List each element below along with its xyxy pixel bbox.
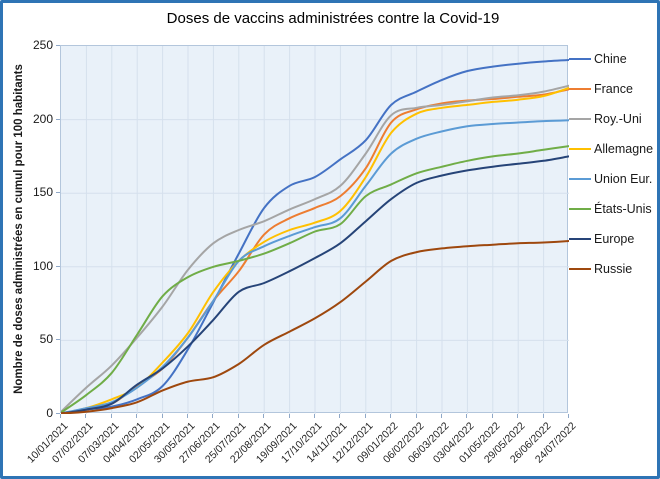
y-tick-mark	[56, 192, 60, 194]
x-tick-mark	[288, 414, 290, 418]
legend-label: France	[594, 82, 633, 96]
legend-swatch-europe	[569, 238, 591, 240]
legend-label: Allemagne	[594, 142, 654, 156]
x-tick-mark	[314, 414, 315, 418]
x-tick-mark	[339, 414, 341, 418]
y-tick-mark	[56, 339, 60, 341]
plot-canvas	[61, 46, 569, 414]
legend-swatch-chine	[569, 58, 591, 60]
legend-item-allemagne: Allemagne	[569, 134, 657, 164]
x-tick-mark	[187, 414, 188, 418]
legend-item-france: France	[569, 74, 657, 104]
x-tick-mark	[364, 414, 366, 418]
series-line-union-eur	[61, 119, 569, 414]
series-line-etats-unis	[61, 145, 569, 414]
x-tick-mark	[110, 414, 112, 418]
legend-item-union-eur: Union Eur.	[569, 164, 657, 194]
legend-item-chine: Chine	[569, 44, 657, 74]
legend-label: Union Eur.	[594, 172, 653, 186]
y-tick-mark	[56, 45, 60, 46]
legend-label: Europe	[594, 232, 635, 246]
x-tick-mark	[491, 414, 493, 418]
series-line-russie	[61, 240, 569, 414]
plot-area	[60, 45, 569, 414]
legend-label: Roy.-Uni	[594, 112, 642, 126]
legend-swatch-allemagne	[569, 148, 591, 150]
y-tick-label-0: 0	[46, 406, 53, 420]
x-tick-mark	[136, 414, 138, 418]
x-tick-mark	[542, 414, 544, 418]
x-tick-mark	[212, 414, 214, 418]
y-tick-label-250: 250	[32, 38, 53, 52]
legend-label: États-Unis	[594, 202, 652, 216]
legend-item-roy-uni: Roy.-Uni	[569, 104, 657, 134]
x-tick-mark	[60, 414, 61, 418]
legend-swatch-union-eur	[569, 178, 591, 180]
x-tick-mark	[85, 414, 87, 418]
series-line-chine	[61, 59, 569, 414]
chart-title: Doses de vaccins administrées contre la …	[166, 10, 500, 27]
legend-item-russie: Russie	[569, 254, 657, 284]
x-tick-mark	[517, 414, 519, 418]
y-tick-mark	[56, 265, 60, 267]
y-tick-label-150: 150	[32, 185, 53, 200]
legend-label: Russie	[594, 262, 633, 276]
y-tick-mark	[56, 118, 60, 120]
x-tick-mark	[390, 414, 392, 418]
y-tick-mark	[56, 413, 60, 414]
legend-swatch-france	[569, 88, 591, 90]
series-line-roy-uni	[61, 84, 569, 413]
legend-label: Chine	[594, 52, 627, 66]
legend-item-europe: Europe	[569, 224, 657, 254]
x-tick-mark	[415, 414, 417, 418]
y-tick-label-200: 200	[32, 111, 53, 126]
series-line-europe	[61, 155, 569, 414]
legend-swatch-etats-unis	[569, 208, 591, 210]
legend: Chine France Roy.-Uni Allemagne Union Eur. Ét…	[569, 44, 657, 284]
x-tick-mark	[466, 414, 468, 418]
x-tick-mark	[441, 414, 442, 418]
y-tick-label-100: 100	[32, 258, 53, 273]
legend-swatch-roy-uni	[569, 118, 591, 120]
x-tick-mark	[263, 414, 265, 418]
x-tick-mark	[237, 414, 239, 418]
legend-swatch-russie	[569, 268, 591, 270]
x-tick-mark	[568, 414, 569, 418]
x-tick-mark	[161, 414, 163, 418]
y-tick-label-50: 50	[39, 332, 53, 347]
legend-item-etats-unis: États-Unis	[569, 194, 657, 224]
